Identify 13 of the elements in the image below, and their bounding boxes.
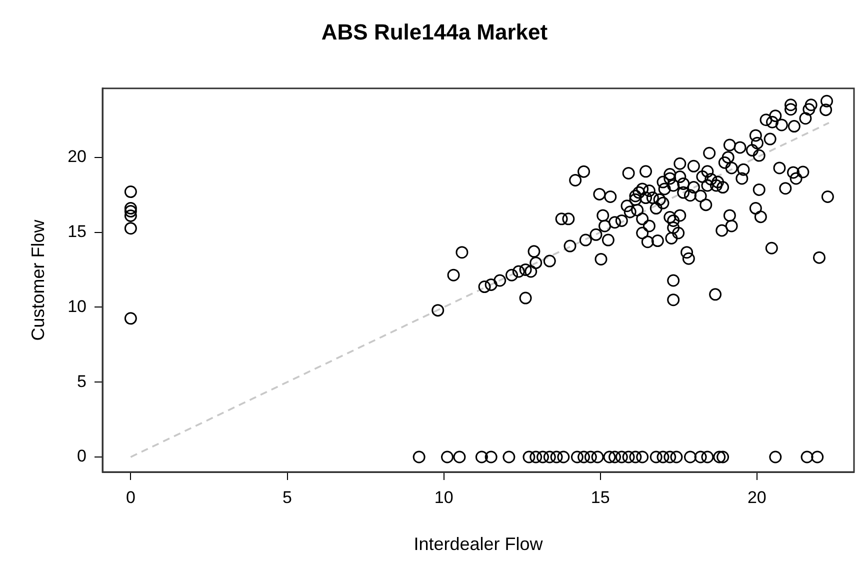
y-tick-label: 10 — [68, 296, 87, 316]
x-tick-label: 0 — [126, 488, 136, 507]
chart-title: ABS Rule144a Market — [321, 19, 548, 44]
y-axis-title: Customer Flow — [28, 218, 48, 341]
x-tick-label: 20 — [747, 488, 766, 507]
x-tick-label: 15 — [590, 488, 610, 507]
y-tick-label: 0 — [77, 446, 87, 466]
y-tick-label: 5 — [77, 372, 87, 391]
x-axis-title: Interdealer Flow — [414, 534, 544, 554]
x-tick-label: 10 — [434, 488, 454, 507]
y-tick-label: 20 — [68, 147, 87, 166]
y-tick-label: 15 — [68, 222, 87, 241]
x-tick-label: 5 — [282, 488, 292, 507]
